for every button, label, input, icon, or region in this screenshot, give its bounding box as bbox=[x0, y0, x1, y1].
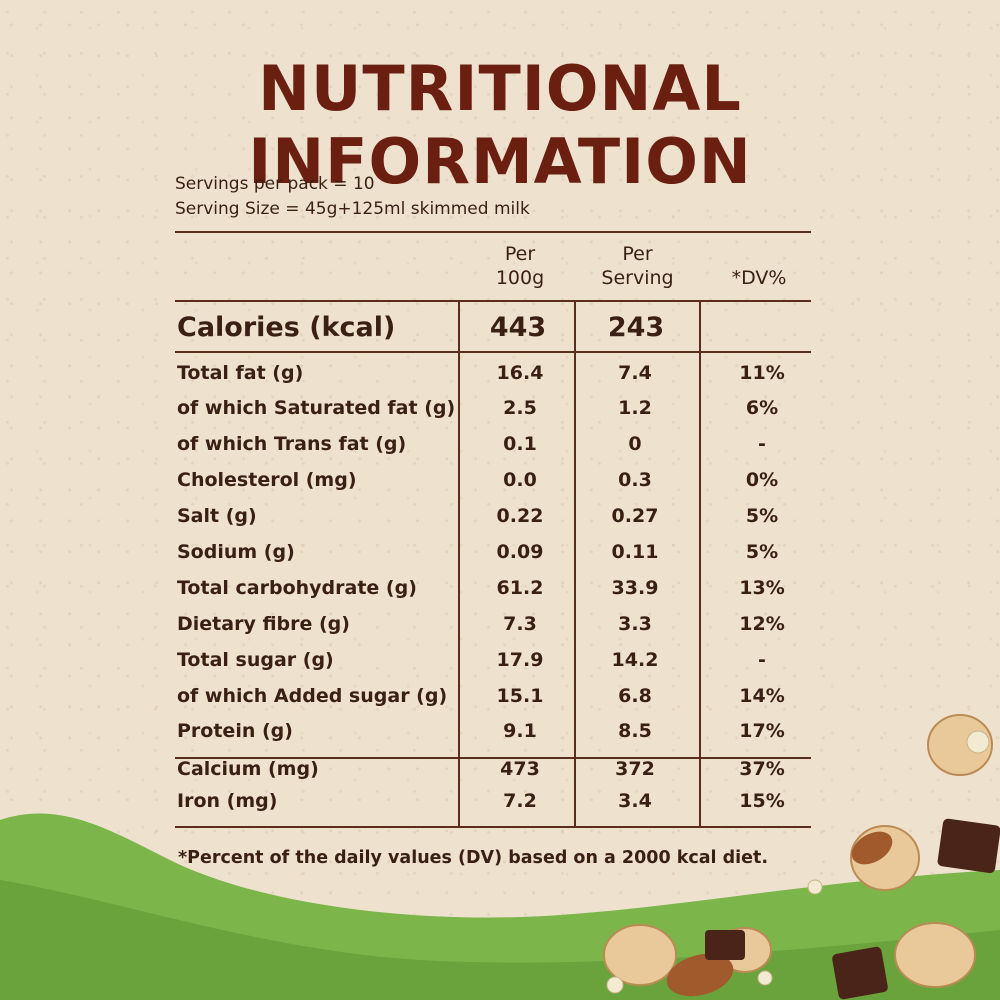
table-row: Cholesterol (mg) 0.0 0.3 0% bbox=[0, 469, 1000, 503]
header-dv: *DV% bbox=[731, 267, 787, 289]
value-per-serving: 1.2 bbox=[618, 397, 652, 419]
value-dv: 5% bbox=[745, 505, 779, 527]
value-dv: 0% bbox=[745, 469, 779, 491]
value-dv: 12% bbox=[739, 613, 785, 635]
table-row: Calcium (mg) 473 372 37% bbox=[0, 758, 1000, 792]
nutrient-name: Sodium (g) bbox=[177, 541, 295, 563]
header-per-serving-line1: Per bbox=[622, 243, 653, 265]
nutrient-name: Cholesterol (mg) bbox=[177, 469, 357, 491]
header-bottom-rule bbox=[175, 300, 811, 302]
value-per-100g: 0.09 bbox=[496, 541, 544, 563]
value-per-serving: 8.5 bbox=[618, 720, 652, 742]
column-divider-3 bbox=[699, 300, 701, 826]
value-per-serving: 33.9 bbox=[611, 577, 659, 599]
chocolate-chunk bbox=[705, 818, 1000, 1000]
value-dv: 14% bbox=[739, 685, 785, 707]
footnote: *Percent of the daily values (DV) based … bbox=[178, 848, 769, 868]
minerals-top-rule bbox=[175, 757, 811, 759]
table-row: Dietary fibre (g) 7.3 3.3 12% bbox=[0, 613, 1000, 647]
value-per-100g: 473 bbox=[500, 758, 540, 780]
table-row: of which Trans fat (g) 0.1 0 - bbox=[0, 433, 1000, 467]
value-dv: - bbox=[758, 433, 766, 455]
calories-label: Calories (kcal) bbox=[177, 312, 396, 343]
calories-per-serving: 243 bbox=[607, 312, 665, 343]
value-dv: 11% bbox=[739, 362, 785, 384]
value-per-100g: 16.4 bbox=[496, 362, 544, 384]
table-row: Sodium (g) 0.09 0.11 5% bbox=[0, 541, 1000, 575]
column-divider-2 bbox=[574, 300, 576, 826]
table-row: Salt (g) 0.22 0.27 5% bbox=[0, 505, 1000, 539]
value-per-100g: 0.22 bbox=[496, 505, 544, 527]
servings-per-pack: Servings per pack = 10 bbox=[175, 174, 375, 194]
value-per-100g: 0.0 bbox=[503, 469, 537, 491]
value-per-serving: 372 bbox=[615, 758, 655, 780]
nutrient-name: Protein (g) bbox=[177, 720, 293, 742]
table-row: Iron (mg) 7.2 3.4 15% bbox=[0, 790, 1000, 824]
nutrient-name: of which Trans fat (g) bbox=[177, 433, 407, 455]
table-row: Total sugar (g) 17.9 14.2 - bbox=[0, 649, 1000, 683]
nutrient-name: Salt (g) bbox=[177, 505, 257, 527]
value-dv: 15% bbox=[739, 790, 785, 812]
nutrient-name: of which Added sugar (g) bbox=[177, 685, 448, 707]
header-per-100g-line1: Per bbox=[504, 243, 536, 265]
calories-per-100g: 443 bbox=[489, 312, 547, 343]
servings-info: Servings per pack = 10 Serving Size = 45… bbox=[175, 172, 530, 222]
value-dv: 17% bbox=[739, 720, 785, 742]
value-per-100g: 2.5 bbox=[503, 397, 537, 419]
value-dv: 6% bbox=[745, 397, 779, 419]
almond bbox=[666, 831, 893, 997]
value-per-100g: 7.3 bbox=[503, 613, 537, 635]
value-per-serving: 14.2 bbox=[611, 649, 659, 671]
header-per-100g-line2: 100g bbox=[495, 267, 545, 289]
table-top-rule bbox=[175, 231, 811, 233]
value-per-serving: 0.11 bbox=[611, 541, 659, 563]
value-per-serving: 0.3 bbox=[618, 469, 652, 491]
value-per-100g: 7.2 bbox=[503, 790, 537, 812]
nutrient-name: Total fat (g) bbox=[177, 362, 304, 384]
value-per-serving: 3.4 bbox=[618, 790, 652, 812]
table-row: Protein (g) 9.1 8.5 17% bbox=[0, 720, 1000, 754]
header-per-serving: Per Serving bbox=[585, 242, 690, 290]
nutrient-name: Calcium (mg) bbox=[177, 758, 319, 780]
serving-size: Serving Size = 45g+125ml skimmed milk bbox=[175, 199, 530, 219]
value-per-serving: 6.8 bbox=[618, 685, 652, 707]
table-bottom-rule bbox=[175, 826, 811, 828]
value-per-100g: 15.1 bbox=[496, 685, 544, 707]
table-row: Total fat (g) 16.4 7.4 11% bbox=[0, 362, 1000, 396]
value-per-serving: 3.3 bbox=[618, 613, 652, 635]
table-row: Total carbohydrate (g) 61.2 33.9 13% bbox=[0, 577, 1000, 611]
value-per-100g: 17.9 bbox=[496, 649, 544, 671]
table-row: of which Saturated fat (g) 2.5 1.2 6% bbox=[0, 397, 1000, 431]
nutrient-name: Total carbohydrate (g) bbox=[177, 577, 417, 599]
header-per-serving-line2: Serving bbox=[601, 267, 674, 289]
value-per-100g: 0.1 bbox=[503, 433, 537, 455]
value-per-serving: 7.4 bbox=[618, 362, 652, 384]
column-divider-1 bbox=[458, 300, 460, 826]
nutrient-name: of which Saturated fat (g) bbox=[177, 397, 456, 419]
puffed-grain bbox=[606, 730, 990, 994]
table-row: of which Added sugar (g) 15.1 6.8 14% bbox=[0, 685, 1000, 719]
value-dv: 37% bbox=[739, 758, 785, 780]
nutrient-name: Total sugar (g) bbox=[177, 649, 334, 671]
nutrient-name: Dietary fibre (g) bbox=[177, 613, 350, 635]
calories-bottom-rule bbox=[175, 351, 811, 353]
value-per-serving: 0 bbox=[628, 433, 642, 455]
value-dv: - bbox=[758, 649, 766, 671]
value-per-100g: 61.2 bbox=[496, 577, 544, 599]
value-dv: 5% bbox=[745, 541, 779, 563]
nutrient-name: Iron (mg) bbox=[177, 790, 278, 812]
value-per-serving: 0.27 bbox=[611, 505, 659, 527]
page-title: NUTRITIONAL INFORMATION bbox=[248, 52, 752, 198]
header-per-100g: Per 100g bbox=[470, 242, 570, 290]
value-dv: 13% bbox=[739, 577, 785, 599]
value-per-100g: 9.1 bbox=[503, 720, 537, 742]
